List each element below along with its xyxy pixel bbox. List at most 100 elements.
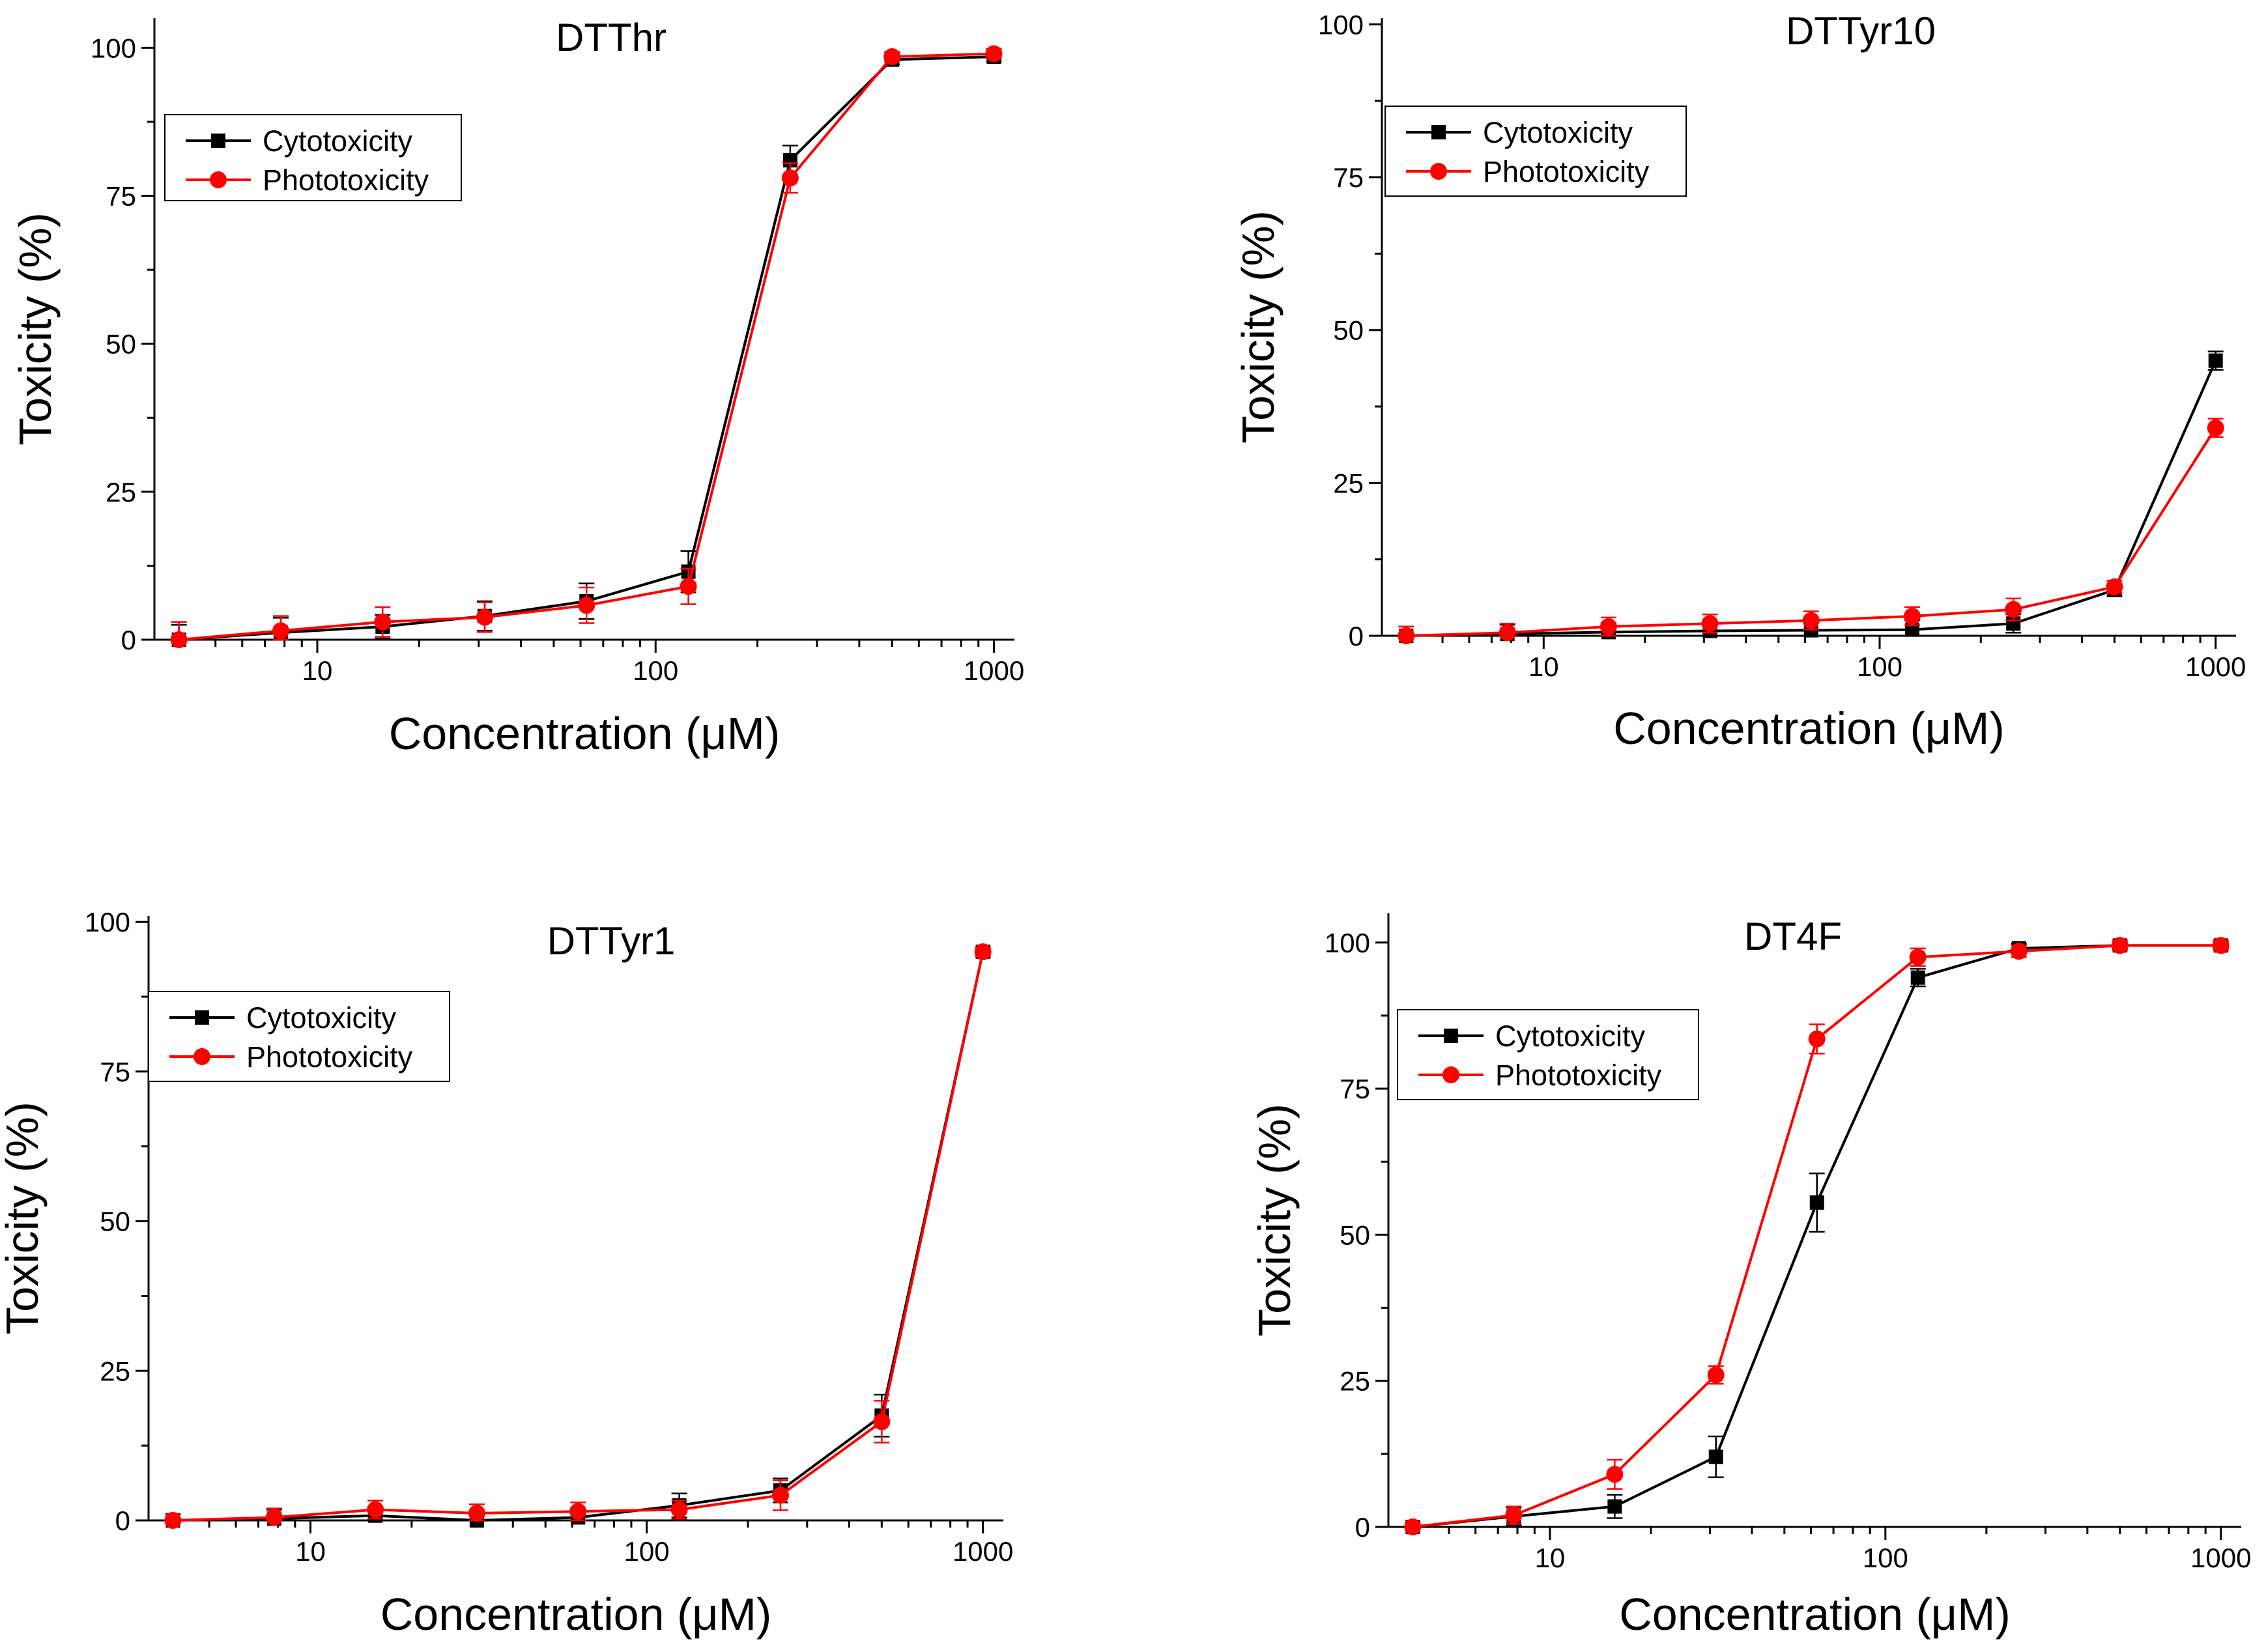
data-point — [1809, 1195, 1824, 1210]
legend: Cytotoxicity Phototoxicity — [1384, 106, 1687, 197]
y-tick-label: 0 — [115, 1505, 130, 1536]
legend-box — [1397, 1009, 1699, 1100]
series-cytotoxicity — [1398, 350, 2224, 643]
x-tick-label: 10 — [1528, 651, 1559, 682]
y-axis-label: Toxicity (%) — [10, 212, 61, 446]
data-point — [1599, 618, 1617, 635]
data-point — [2207, 419, 2224, 436]
legend-marker — [1444, 1029, 1458, 1043]
x-tick-label: 100 — [624, 1536, 670, 1567]
legend-label: Phototoxicity — [246, 1040, 413, 1074]
y-tick-label: 100 — [1318, 9, 1364, 40]
x-tick-label: 100 — [1857, 651, 1902, 682]
x-axis-label: Concentration (μM) — [389, 708, 781, 759]
y-tick-label: 50 — [106, 329, 136, 360]
y-tick-label: 25 — [1340, 1366, 1370, 1397]
x-tick-label: 1000 — [2185, 651, 2246, 682]
data-point — [374, 613, 392, 631]
x-tick-label: 10 — [302, 655, 333, 686]
legend-marker — [1430, 163, 1447, 180]
data-point — [367, 1501, 384, 1518]
data-point — [1802, 612, 1820, 629]
legend-label: Phototoxicity — [1495, 1059, 1662, 1092]
legend-label: Cytotoxicity — [1495, 1019, 1646, 1053]
y-tick-label: 75 — [106, 181, 136, 212]
y-tick-label: 75 — [1340, 1074, 1370, 1104]
chart-title: DTTyr1 — [547, 919, 676, 963]
y-axis-label: Toxicity (%) — [0, 1102, 48, 1335]
data-point — [1909, 948, 1927, 966]
y-tick-label: 100 — [1325, 928, 1370, 958]
x-axis-label: Concentration (μM) — [1613, 703, 2005, 754]
data-point — [1707, 1366, 1725, 1384]
data-point — [1708, 1449, 1723, 1464]
data-point — [272, 622, 289, 640]
series-line — [1406, 427, 2217, 637]
x-tick-label: 1000 — [953, 1536, 1013, 1567]
data-point — [974, 943, 992, 961]
data-point — [883, 48, 901, 66]
legend: Cytotoxicity Phototoxicity — [148, 991, 450, 1082]
data-point — [1505, 1507, 1523, 1524]
data-point — [2212, 937, 2230, 954]
y-tick-label: 100 — [85, 907, 130, 937]
legend-label: Phototoxicity — [263, 164, 429, 197]
y-tick-label: 50 — [1340, 1219, 1370, 1250]
x-axis-label: Concentration (μM) — [1619, 1589, 2011, 1640]
series-phototoxicity — [164, 943, 992, 1529]
series-phototoxicity — [1404, 937, 2230, 1535]
x-tick-label: 10 — [1535, 1543, 1566, 1573]
data-point — [670, 1501, 688, 1518]
data-point — [1910, 970, 1925, 985]
y-tick-label: 25 — [100, 1356, 130, 1386]
y-axis-label: Toxicity (%) — [1233, 210, 1284, 444]
y-tick-label: 100 — [91, 33, 136, 63]
legend: Cytotoxicity Phototoxicity — [1397, 1009, 1699, 1100]
x-tick-label: 1000 — [964, 655, 1024, 686]
legend-marker — [195, 1010, 209, 1025]
series-phototoxicity — [1398, 418, 2224, 644]
chart-title: DTThr — [556, 16, 667, 59]
data-point — [1607, 1499, 1622, 1514]
legend-box — [1384, 106, 1687, 197]
y-tick-label: 75 — [1333, 162, 1364, 193]
legend-marker — [210, 171, 227, 188]
legend-label: Cytotoxicity — [263, 124, 413, 158]
data-point — [781, 169, 799, 187]
legend: Cytotoxicity Phototoxicity — [164, 114, 462, 201]
data-point — [1398, 627, 1415, 644]
chart-title: DT4F — [1744, 915, 1842, 958]
data-point — [985, 45, 1003, 63]
x-tick-label: 100 — [633, 655, 678, 686]
series-line — [1406, 360, 2217, 637]
data-point — [164, 1512, 182, 1529]
legend-marker — [194, 1048, 210, 1065]
legend-label: Cytotoxicity — [1483, 116, 1633, 149]
data-point — [1404, 1518, 1422, 1535]
y-tick-label: 0 — [121, 625, 136, 655]
y-tick-label: 50 — [100, 1206, 130, 1237]
chart-title: DTTyr10 — [1786, 9, 1936, 53]
data-point — [873, 1413, 891, 1431]
data-point — [2208, 353, 2223, 368]
x-tick-label: 1000 — [2190, 1543, 2251, 1573]
y-tick-label: 50 — [1333, 315, 1364, 346]
chart-panel-3: 0 25 50 75 100 10 100 1000 DT4F Concentration (μM… — [1249, 913, 2251, 1640]
series-phototoxicity — [170, 45, 1003, 648]
y-tick-label: 25 — [1333, 468, 1364, 498]
data-point — [1499, 624, 1516, 642]
y-tick-label: 75 — [100, 1057, 130, 1087]
data-point — [578, 597, 595, 614]
data-point — [1606, 1466, 1624, 1483]
data-point — [476, 608, 493, 626]
data-point — [170, 631, 188, 648]
data-point — [468, 1504, 485, 1522]
legend-marker — [1442, 1066, 1459, 1083]
data-point — [2106, 578, 2123, 595]
legend-box — [148, 991, 450, 1082]
x-tick-label: 10 — [295, 1536, 326, 1567]
chart-panel-2: 0 25 50 75 100 10 100 1000 DTTyr1 Concentration (… — [0, 907, 1013, 1640]
legend-label: Cytotoxicity — [246, 1001, 397, 1034]
data-point — [2111, 937, 2129, 954]
